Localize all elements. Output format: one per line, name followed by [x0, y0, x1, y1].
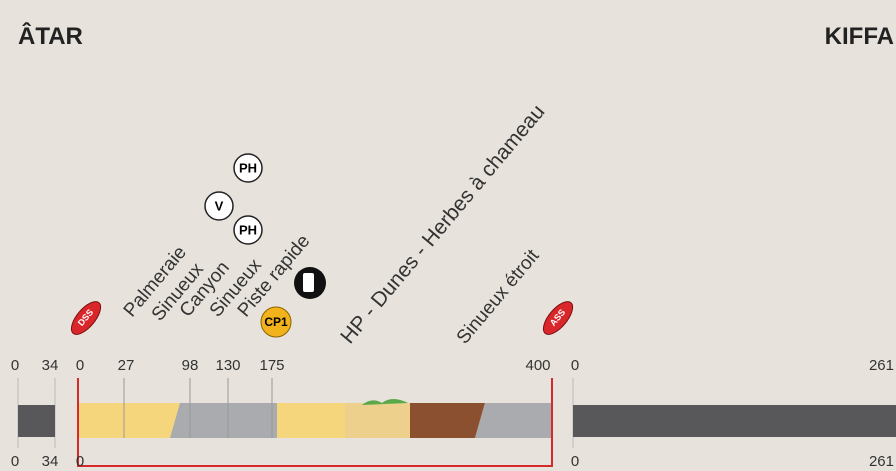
fuel-pump: [303, 273, 314, 292]
km-label: 0: [11, 453, 19, 470]
km-label: 261: [869, 453, 894, 470]
icon-label: PH: [239, 222, 257, 237]
km-label: 98: [182, 357, 199, 374]
terrain-rock: [170, 403, 277, 438]
terrain-sand: [78, 403, 180, 438]
end-city: KIFFA: [825, 23, 894, 50]
km-label: 27: [118, 357, 135, 374]
icon-label: V: [215, 198, 224, 213]
km-label: 261: [869, 357, 894, 374]
terrain-earth: [410, 403, 485, 438]
start-city: ÂTAR: [18, 22, 83, 50]
liaison-bar: [18, 405, 55, 437]
stage-profile: ÂTAR KIFFA 0 34 0 34 0 27 98 130 175 400…: [0, 0, 896, 471]
terrain-rock: [475, 403, 552, 438]
icon-label: PH: [239, 160, 257, 175]
km-label: 0: [571, 453, 579, 470]
km-label: 0: [76, 453, 84, 470]
km-label: 34: [42, 453, 59, 470]
km-label: 400: [525, 357, 550, 374]
liaison-bar: [573, 405, 896, 437]
km-label: 0: [76, 357, 84, 374]
km-label: 175: [259, 357, 284, 374]
km-label: 0: [571, 357, 579, 374]
terrain-sand: [277, 403, 345, 438]
terrain-dunes: [345, 403, 410, 438]
km-label: 0: [11, 357, 19, 374]
terrain-label: HP - Dunes - Herbes à chameau: [336, 100, 549, 348]
terrain-label: Sinueux étroit: [453, 245, 544, 348]
km-label: 34: [42, 357, 59, 374]
icon-label: CP1: [264, 315, 288, 329]
km-label: 130: [215, 357, 240, 374]
